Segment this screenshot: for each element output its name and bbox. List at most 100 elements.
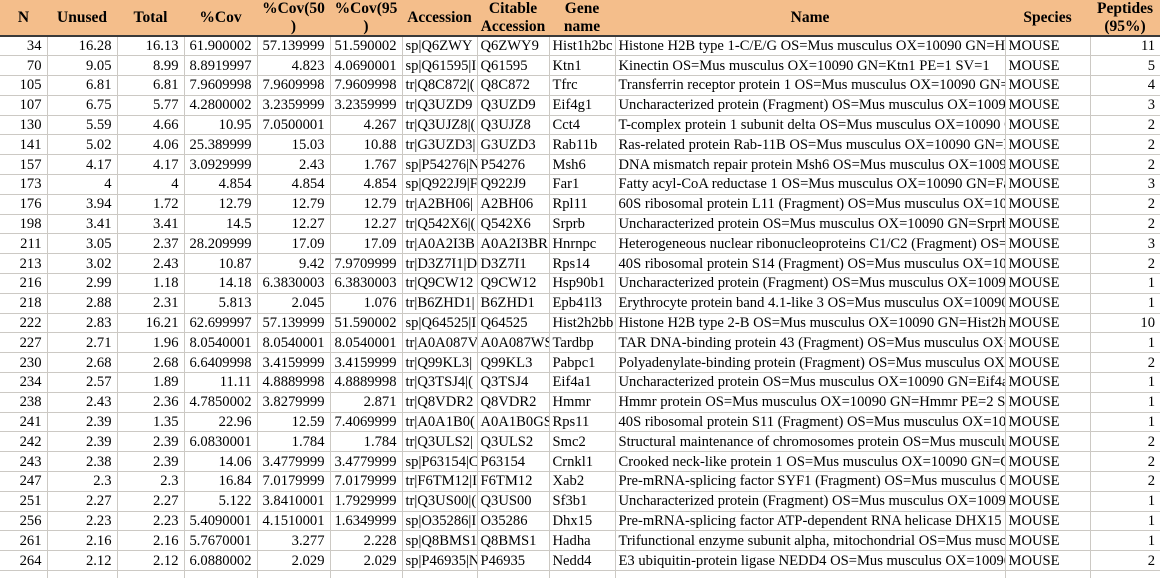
cell-n[interactable]: 198 [0, 213, 48, 235]
cell-cov95[interactable]: 7.4069999 [329, 411, 403, 433]
cell-cov50[interactable]: 7.9609998 [256, 75, 331, 96]
cell-species[interactable]: MOUSE [1004, 490, 1091, 512]
cell-citable[interactable]: A0A2I3BR [476, 233, 550, 255]
cell-gene[interactable]: Tardbp [548, 332, 616, 354]
cell-accession[interactable]: sp|P46935|N [401, 550, 478, 572]
cell-cov[interactable]: 3.0929999 [183, 154, 258, 176]
cell-empty[interactable] [329, 570, 403, 578]
cell-citable[interactable]: Q3TSJ4 [476, 372, 550, 393]
column-header-gene[interactable]: Gene name [549, 0, 615, 37]
cell-species[interactable]: MOUSE [1004, 411, 1091, 433]
cell-peptides[interactable]: 2 [1089, 451, 1160, 473]
cell-accession[interactable]: tr|Q9CW12 [401, 273, 478, 294]
cell-unused[interactable]: 4 [46, 174, 118, 195]
cell-unused[interactable]: 2.23 [46, 510, 118, 532]
cell-empty[interactable] [1004, 570, 1091, 578]
cell-accession[interactable]: tr|Q3UZD9 [401, 94, 478, 116]
cell-species[interactable]: MOUSE [1004, 431, 1091, 453]
column-header-cov50[interactable]: %Cov(50 ) [257, 0, 330, 37]
cell-cov50[interactable]: 1.784 [256, 431, 331, 453]
cell-empty[interactable] [548, 570, 616, 578]
cell-accession[interactable]: tr|A0A087V [401, 332, 478, 354]
cell-citable[interactable]: Q3ULS2 [476, 431, 550, 453]
cell-peptides[interactable]: 10 [1089, 312, 1160, 334]
cell-gene[interactable]: Ktn1 [548, 55, 616, 77]
cell-species[interactable]: MOUSE [1004, 530, 1091, 552]
cell-cov[interactable]: 10.95 [183, 114, 258, 136]
cell-cov95[interactable]: 1.784 [329, 431, 403, 453]
cell-empty[interactable] [116, 570, 185, 578]
cell-unused[interactable]: 3.41 [46, 213, 118, 235]
cell-cov50[interactable]: 57.139999 [256, 35, 331, 57]
cell-empty[interactable] [0, 570, 48, 578]
cell-total[interactable]: 2.37 [116, 233, 185, 255]
cell-cov95[interactable]: 17.09 [329, 233, 403, 255]
cell-peptides[interactable]: 1 [1089, 510, 1160, 532]
cell-cov95[interactable]: 2.029 [329, 550, 403, 572]
cell-peptides[interactable]: 2 [1089, 114, 1160, 136]
cell-name[interactable]: 40S ribosomal protein S11 (Fragment) OS=… [614, 411, 1006, 433]
cell-total[interactable]: 3.41 [116, 213, 185, 235]
cell-accession[interactable]: tr|A0A2I3B [401, 233, 478, 255]
cell-peptides[interactable]: 2 [1089, 154, 1160, 176]
cell-n[interactable]: 173 [0, 174, 48, 195]
cell-species[interactable]: MOUSE [1004, 273, 1091, 294]
column-header-name[interactable]: Name [615, 0, 1005, 37]
cell-peptides[interactable]: 1 [1089, 273, 1160, 294]
cell-empty[interactable] [46, 570, 118, 578]
cell-cov[interactable]: 28.209999 [183, 233, 258, 255]
cell-citable[interactable]: O35286 [476, 510, 550, 532]
cell-cov95[interactable]: 4.267 [329, 114, 403, 136]
cell-gene[interactable]: Rps14 [548, 253, 616, 275]
cell-cov[interactable]: 22.96 [183, 411, 258, 433]
cell-cov50[interactable]: 2.43 [256, 154, 331, 176]
cell-citable[interactable]: Q6ZWY9 [476, 35, 550, 57]
cell-cov[interactable]: 8.0540001 [183, 332, 258, 354]
cell-unused[interactable]: 2.57 [46, 372, 118, 393]
cell-n[interactable]: 234 [0, 372, 48, 393]
cell-total[interactable]: 2.12 [116, 550, 185, 572]
cell-accession[interactable]: tr|Q3ULS2| [401, 431, 478, 453]
cell-citable[interactable]: Q64525 [476, 312, 550, 334]
cell-citable[interactable]: D3Z7I1 [476, 253, 550, 275]
cell-peptides[interactable]: 2 [1089, 213, 1160, 235]
cell-citable[interactable]: Q8BMS1 [476, 530, 550, 552]
cell-name[interactable]: Ras-related protein Rab-11B OS=Mus muscu… [614, 134, 1006, 156]
cell-peptides[interactable]: 2 [1089, 352, 1160, 374]
cell-gene[interactable]: Rab11b [548, 134, 616, 156]
cell-empty[interactable] [183, 570, 258, 578]
cell-citable[interactable]: Q99KL3 [476, 352, 550, 374]
cell-species[interactable]: MOUSE [1004, 213, 1091, 235]
cell-accession[interactable]: sp|Q64525|I [401, 312, 478, 334]
cell-total[interactable]: 2.68 [116, 352, 185, 374]
cell-cov[interactable]: 6.0880002 [183, 550, 258, 572]
cell-gene[interactable]: Hist1h2bc [548, 35, 616, 57]
cell-name[interactable]: Pre-mRNA-splicing factor SYF1 (Fragment)… [614, 471, 1006, 492]
cell-cov95[interactable]: 4.854 [329, 174, 403, 195]
cell-species[interactable]: MOUSE [1004, 510, 1091, 532]
cell-name[interactable]: Uncharacterized protein (Fragment) OS=Mu… [614, 94, 1006, 116]
cell-gene[interactable]: Crnkl1 [548, 451, 616, 473]
cell-cov50[interactable]: 17.09 [256, 233, 331, 255]
cell-species[interactable]: MOUSE [1004, 550, 1091, 572]
cell-name[interactable]: Structural maintenance of chromosomes pr… [614, 431, 1006, 453]
cell-accession[interactable]: sp|P63154|C [401, 451, 478, 473]
cell-species[interactable]: MOUSE [1004, 471, 1091, 492]
cell-cov[interactable]: 5.7670001 [183, 530, 258, 552]
cell-citable[interactable]: G3UZD3 [476, 134, 550, 156]
cell-cov[interactable]: 5.4090001 [183, 510, 258, 532]
cell-unused[interactable]: 6.81 [46, 75, 118, 96]
cell-cov[interactable]: 62.699997 [183, 312, 258, 334]
cell-cov50[interactable]: 3.2359999 [256, 94, 331, 116]
cell-n[interactable]: 157 [0, 154, 48, 176]
cell-cov[interactable]: 8.8919997 [183, 55, 258, 77]
cell-unused[interactable]: 2.68 [46, 352, 118, 374]
cell-gene[interactable]: Rps11 [548, 411, 616, 433]
cell-cov95[interactable]: 2.228 [329, 530, 403, 552]
cell-cov50[interactable]: 2.045 [256, 292, 331, 314]
cell-species[interactable]: MOUSE [1004, 352, 1091, 374]
cell-cov95[interactable]: 8.0540001 [329, 332, 403, 354]
cell-total[interactable]: 1.72 [116, 193, 185, 215]
cell-empty[interactable] [401, 570, 478, 578]
cell-gene[interactable]: Epb41l3 [548, 292, 616, 314]
